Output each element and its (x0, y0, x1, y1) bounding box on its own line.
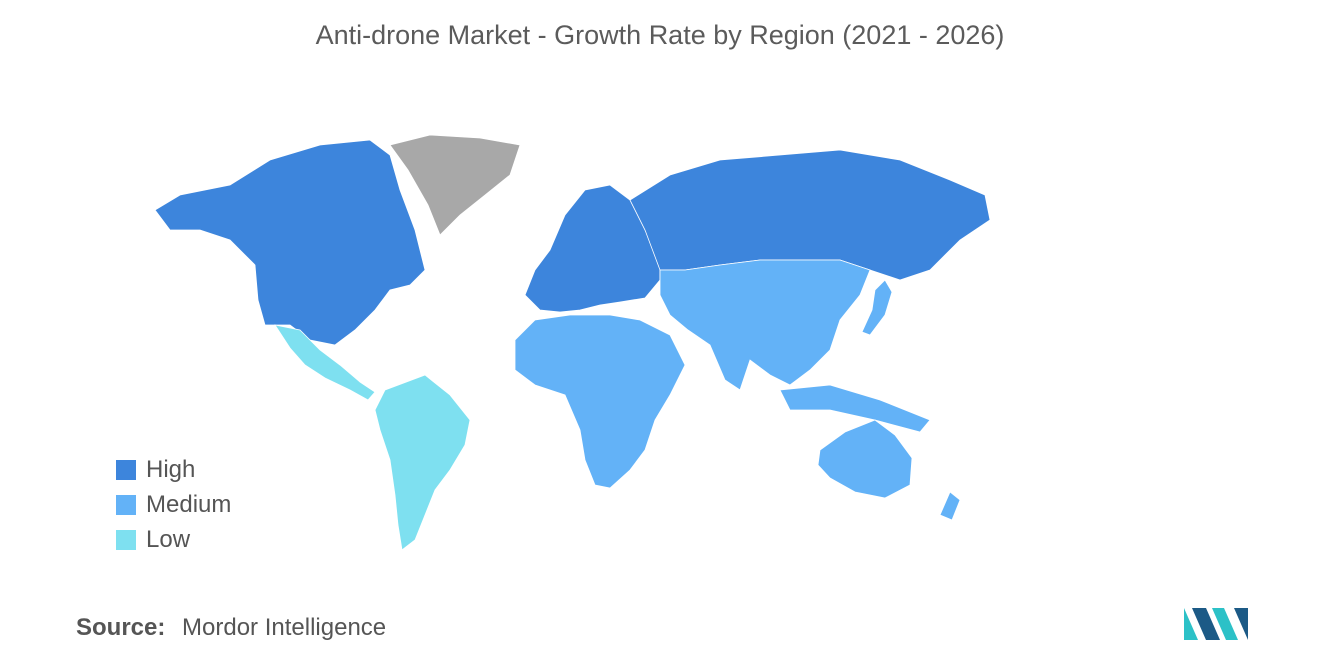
source-value: Mordor Intelligence (182, 614, 387, 641)
region-central-america (274, 324, 376, 401)
region-australia (817, 419, 913, 499)
legend-swatch-medium (116, 494, 136, 515)
legend: High Medium Low (116, 452, 231, 557)
legend-label-medium: Medium (146, 490, 232, 518)
region-north-america (154, 139, 426, 346)
source-label: Source: (76, 614, 166, 641)
legend-swatch-low (116, 529, 136, 550)
source-line: Source: Mordor Intelligence (76, 614, 386, 642)
region-japan (861, 279, 893, 336)
region-south-america (374, 374, 471, 551)
legend-label-high: High (146, 455, 196, 483)
legend-label-low: Low (146, 525, 191, 553)
legend-item-medium: Medium (116, 487, 231, 522)
region-africa (514, 314, 686, 489)
region-sea-islands (779, 384, 931, 433)
chart-title: Anti-drone Market - Growth Rate by Regio… (315, 20, 1005, 50)
region-new-zealand (939, 491, 961, 521)
mordor-logo-icon (1184, 608, 1248, 640)
legend-swatch-high (116, 459, 136, 480)
region-asia (659, 259, 871, 391)
world-map (154, 134, 991, 551)
legend-item-high: High (116, 452, 231, 487)
region-greenland (389, 134, 521, 236)
legend-item-low: Low (116, 522, 231, 557)
